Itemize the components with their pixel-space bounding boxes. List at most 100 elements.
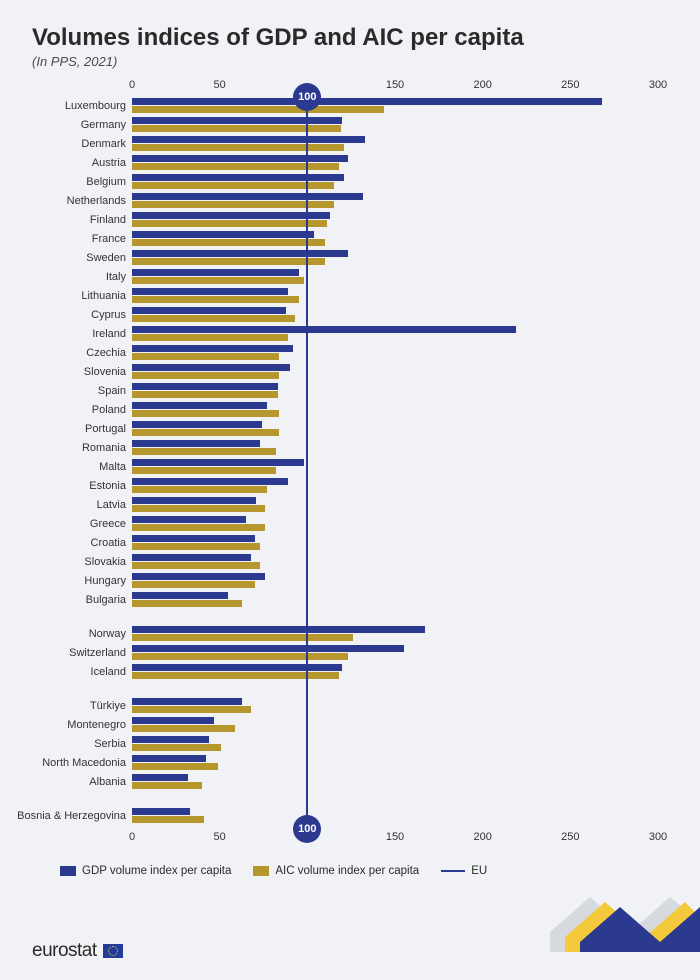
bar-gdp: [132, 554, 251, 561]
bar-aic: [132, 277, 304, 284]
row-label: Sweden: [86, 252, 132, 264]
bar-aic: [132, 144, 344, 151]
bar-aic: [132, 706, 251, 713]
bar-gdp: [132, 440, 260, 447]
table-row: Cyprus: [132, 306, 658, 324]
bar-gdp: [132, 478, 288, 485]
bar-aic: [132, 353, 279, 360]
axis-tick: 50: [214, 831, 226, 843]
table-row: Albania: [132, 773, 658, 791]
axis-tick: 50: [214, 79, 226, 91]
row-label: North Macedonia: [42, 757, 132, 769]
table-row: Austria: [132, 154, 658, 172]
table-row: Finland: [132, 211, 658, 229]
bar-gdp: [132, 808, 190, 815]
brand-text: eurostat: [32, 940, 97, 962]
bar-aic: [132, 562, 260, 569]
table-row: France: [132, 230, 658, 248]
table-row: Hungary: [132, 572, 658, 590]
table-row: Slovakia: [132, 553, 658, 571]
legend-eu-label: EU: [471, 865, 487, 877]
bar-aic: [132, 581, 255, 588]
bar-gdp: [132, 250, 348, 257]
row-label: Norway: [89, 628, 132, 640]
table-row: Norway: [132, 625, 658, 643]
group-gap: [132, 682, 658, 696]
row-label: Türkiye: [90, 700, 132, 712]
bar-gdp: [132, 516, 246, 523]
row-label: Slovakia: [84, 556, 132, 568]
table-row: Türkiye: [132, 697, 658, 715]
table-row: Denmark: [132, 135, 658, 153]
table-row: Croatia: [132, 534, 658, 552]
axis-tick: 0: [129, 831, 135, 843]
bar-aic: [132, 182, 334, 189]
legend-gdp: GDP volume index per capita: [60, 865, 231, 877]
bar-gdp: [132, 626, 425, 633]
bar-gdp: [132, 326, 516, 333]
table-row: Serbia: [132, 735, 658, 753]
bar-aic: [132, 653, 348, 660]
axis-tick: 200: [473, 831, 491, 843]
row-label: Montenegro: [67, 719, 132, 731]
swatch-gdp: [60, 866, 76, 876]
x-axis-top: 050100150200250300: [132, 79, 658, 97]
table-row: North Macedonia: [132, 754, 658, 772]
row-label: Finland: [90, 214, 132, 226]
bar-gdp: [132, 383, 278, 390]
bar-gdp: [132, 573, 265, 580]
bar-aic: [132, 410, 279, 417]
bar-aic: [132, 258, 325, 265]
bars-container: LuxembourgGermanyDenmarkAustriaBelgiumNe…: [132, 97, 658, 825]
table-row: Malta: [132, 458, 658, 476]
bar-gdp: [132, 535, 255, 542]
bar-gdp: [132, 698, 242, 705]
bar-gdp: [132, 269, 299, 276]
legend-aic: AIC volume index per capita: [253, 865, 419, 877]
axis-tick: 0: [129, 79, 135, 91]
row-label: Slovenia: [84, 366, 132, 378]
bar-gdp: [132, 155, 348, 162]
row-label: Estonia: [89, 480, 132, 492]
bar-gdp: [132, 421, 262, 428]
bar-aic: [132, 782, 202, 789]
bar-aic: [132, 201, 334, 208]
table-row: Luxembourg: [132, 97, 658, 115]
bar-aic: [132, 524, 265, 531]
table-row: Czechia: [132, 344, 658, 362]
row-label: Switzerland: [69, 647, 132, 659]
row-label: Poland: [92, 404, 132, 416]
bar-aic: [132, 486, 267, 493]
axis-tick: 250: [561, 79, 579, 91]
bar-aic: [132, 448, 276, 455]
footer: eurostat: [32, 940, 123, 962]
row-label: Denmark: [81, 138, 132, 150]
row-label: Netherlands: [67, 195, 132, 207]
bar-aic: [132, 816, 204, 823]
legend-eu: EU: [441, 865, 487, 877]
row-label: Austria: [92, 157, 132, 169]
table-row: Switzerland: [132, 644, 658, 662]
row-label: Cyprus: [91, 309, 132, 321]
chart-title: Volumes indices of GDP and AIC per capit…: [32, 24, 668, 52]
bar-aic: [132, 315, 295, 322]
badge-100: 100: [293, 83, 321, 111]
table-row: Slovenia: [132, 363, 658, 381]
bar-aic: [132, 744, 221, 751]
row-label: Romania: [82, 442, 132, 454]
bar-aic: [132, 296, 299, 303]
legend-gdp-label: GDP volume index per capita: [82, 865, 231, 877]
bar-aic: [132, 429, 279, 436]
table-row: Belgium: [132, 173, 658, 191]
bar-gdp: [132, 645, 404, 652]
axis-tick: 300: [649, 79, 667, 91]
row-label: Luxembourg: [65, 100, 132, 112]
axis-tick: 200: [473, 79, 491, 91]
group-gap: [132, 610, 658, 624]
table-row: Germany: [132, 116, 658, 134]
eu-flag-icon: [103, 944, 123, 958]
table-row: Greece: [132, 515, 658, 533]
table-row: Montenegro: [132, 716, 658, 734]
bar-gdp: [132, 345, 293, 352]
bar-aic: [132, 372, 279, 379]
